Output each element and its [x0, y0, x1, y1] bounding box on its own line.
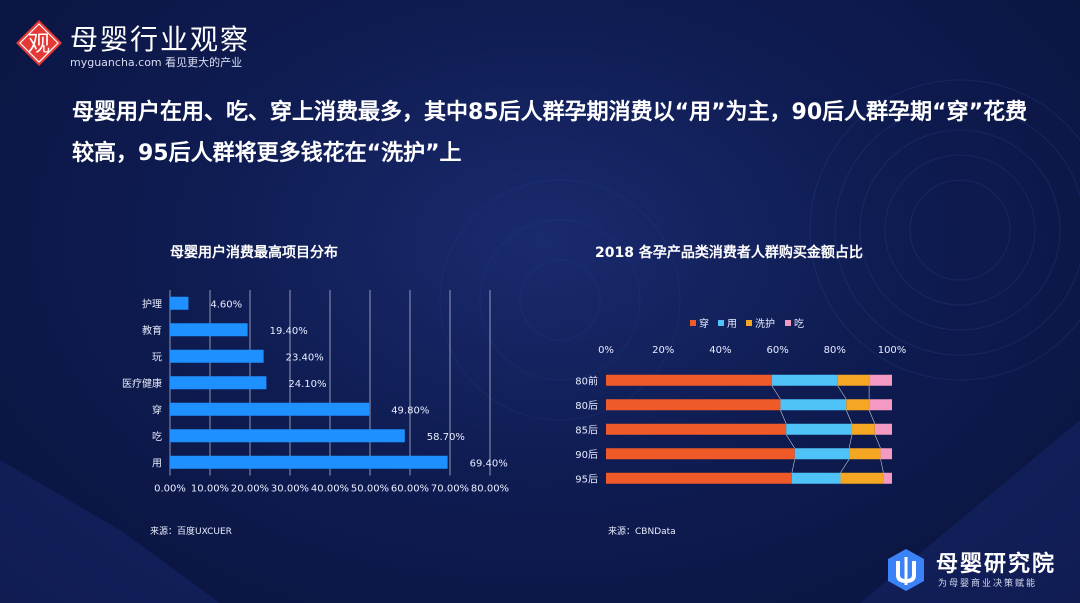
chart2-bar-segment	[869, 374, 892, 386]
chart2-legend-swatch	[690, 320, 696, 326]
chart2-connector	[791, 459, 796, 473]
chart1-category-label: 穿	[152, 403, 162, 416]
chart2-connector	[874, 434, 881, 449]
chart1-category-label: 护理	[142, 297, 162, 310]
chart1-value-label: 69.40%	[470, 458, 508, 469]
chart2-category-label: 90后	[575, 449, 598, 461]
chart2-connector	[848, 434, 853, 449]
chart1-bar	[170, 402, 370, 416]
chart2-x-tick: 100%	[878, 345, 907, 356]
brand-subtitle: myguancha.com 看见更大的产业	[70, 56, 243, 69]
page-headline: 母婴用户在用、吃、穿上消费最多，其中85后人群孕期消费以“用”为主，90后人群孕…	[72, 100, 1028, 166]
chart2-bar-segment	[791, 472, 841, 484]
chart2-bar-segment	[869, 399, 892, 411]
chart2-connector	[771, 385, 781, 400]
chart2-connector	[880, 459, 884, 473]
chart1-title: 母婴用户消费最高项目分布	[170, 245, 338, 261]
chart2-stacked-shares: 穿 用 洗护 吃 0% 20% 40% 60% 80% 100% 80前 80后 85后 90后 95后	[575, 317, 907, 485]
chart2-connector	[840, 459, 850, 473]
chart2-category-label: 80前	[575, 374, 598, 387]
footer-logo	[888, 549, 924, 591]
chart2-connector	[837, 385, 847, 400]
chart1-x-tick: 70.00%	[431, 484, 469, 495]
chart1-x-tick: 80.00%	[471, 484, 509, 495]
chart1-x-tick: 30.00%	[271, 484, 309, 495]
chart2-connector	[868, 410, 876, 424]
chart2-x-tick: 20%	[652, 345, 674, 356]
chart2-x-tick: 60%	[766, 345, 788, 356]
chart1-x-tick: 0.00%	[154, 484, 186, 495]
chart1-value-label: 49.80%	[391, 405, 429, 416]
chart2-legend-label: 洗护	[755, 317, 775, 330]
chart1-category-label: 医疗健康	[122, 377, 162, 390]
chart1-category-label: 用	[152, 458, 162, 469]
chart1-x-tick: 60.00%	[391, 484, 429, 495]
chart2-category-label: 95后	[575, 473, 598, 485]
chart1-value-label: 23.40%	[286, 352, 324, 363]
chart2-bar-segment	[874, 423, 892, 435]
chart1-bar	[170, 349, 264, 363]
chart2-category-label: 80后	[575, 400, 598, 412]
chart1-x-tick: 20.00%	[231, 484, 269, 495]
chart2-bar-segment	[849, 448, 881, 460]
footer-brand-subtitle: 为母婴商业决策赋能	[938, 579, 1038, 589]
chart1-value-label: 19.40%	[270, 326, 308, 337]
brand-logo-char: 观	[28, 32, 50, 57]
chart2-x-tick: 80%	[824, 345, 846, 356]
chart2-legend-label: 用	[727, 319, 737, 330]
chart2-bar-segment	[837, 374, 870, 386]
brand-logo: 观	[16, 20, 62, 66]
chart2-bar-segment	[840, 472, 884, 484]
chart2-bar-segment	[606, 423, 787, 435]
brand-title: 母婴行业观察	[70, 23, 251, 56]
chart2-bar-segment	[771, 374, 838, 386]
chart2-bar-segment	[780, 399, 847, 411]
chart2-bar-segment	[883, 472, 892, 484]
chart1-bar	[170, 429, 405, 443]
chart2-x-tick: 40%	[709, 345, 731, 356]
chart1-x-tick: 50.00%	[351, 484, 389, 495]
chart1-value-label: 24.10%	[288, 379, 326, 390]
chart2-x-tick: 0%	[598, 345, 614, 356]
chart2-bar-segment	[606, 472, 792, 484]
chart1-consumption-items: 0.00% 10.00% 20.00% 30.00% 40.00% 50.00% 60.00…	[122, 290, 509, 495]
chart1-category-label: 玩	[152, 352, 162, 363]
chart2-bar-segment	[606, 399, 781, 411]
chart1-bar	[170, 376, 267, 390]
chart1-bar	[170, 323, 248, 337]
chart2-bar-segment	[846, 399, 870, 411]
chart2-legend-swatch	[718, 320, 724, 326]
chart1-x-tick: 10.00%	[191, 484, 229, 495]
chart2-category-label: 85后	[575, 424, 598, 436]
chart2-connector	[780, 410, 787, 424]
chart2-legend-label: 穿	[699, 317, 709, 330]
chart1-bar	[170, 455, 448, 469]
chart2-bar-segment	[786, 423, 852, 435]
chart2-bar-segment	[606, 448, 795, 460]
chart2-title: 2018 各孕产品类消费者人群购买金额占比	[595, 245, 863, 261]
chart2-legend-swatch	[785, 320, 791, 326]
chart1-bar	[170, 296, 189, 310]
footer-brand-title: 母婴研究院	[936, 552, 1057, 577]
chart1-value-label: 58.70%	[427, 432, 465, 443]
chart1-x-tick: 40.00%	[311, 484, 349, 495]
chart2-connector	[845, 410, 853, 424]
chart1-category-label: 吃	[152, 430, 162, 443]
chart2-bar-segment	[851, 423, 875, 435]
chart2-bar-segment	[606, 374, 772, 386]
chart2-connector	[785, 434, 796, 449]
chart1-source: 来源：百度UXCUER	[150, 527, 232, 537]
chart2-source: 来源：CBNData	[608, 527, 676, 537]
chart2-legend-swatch	[746, 320, 752, 326]
chart1-value-label: 4.60%	[210, 299, 242, 310]
chart1-category-label: 教育	[142, 324, 162, 337]
chart2-legend-label: 吃	[794, 317, 804, 330]
chart2-bar-segment	[794, 448, 850, 460]
chart2-bar-segment	[880, 448, 892, 460]
